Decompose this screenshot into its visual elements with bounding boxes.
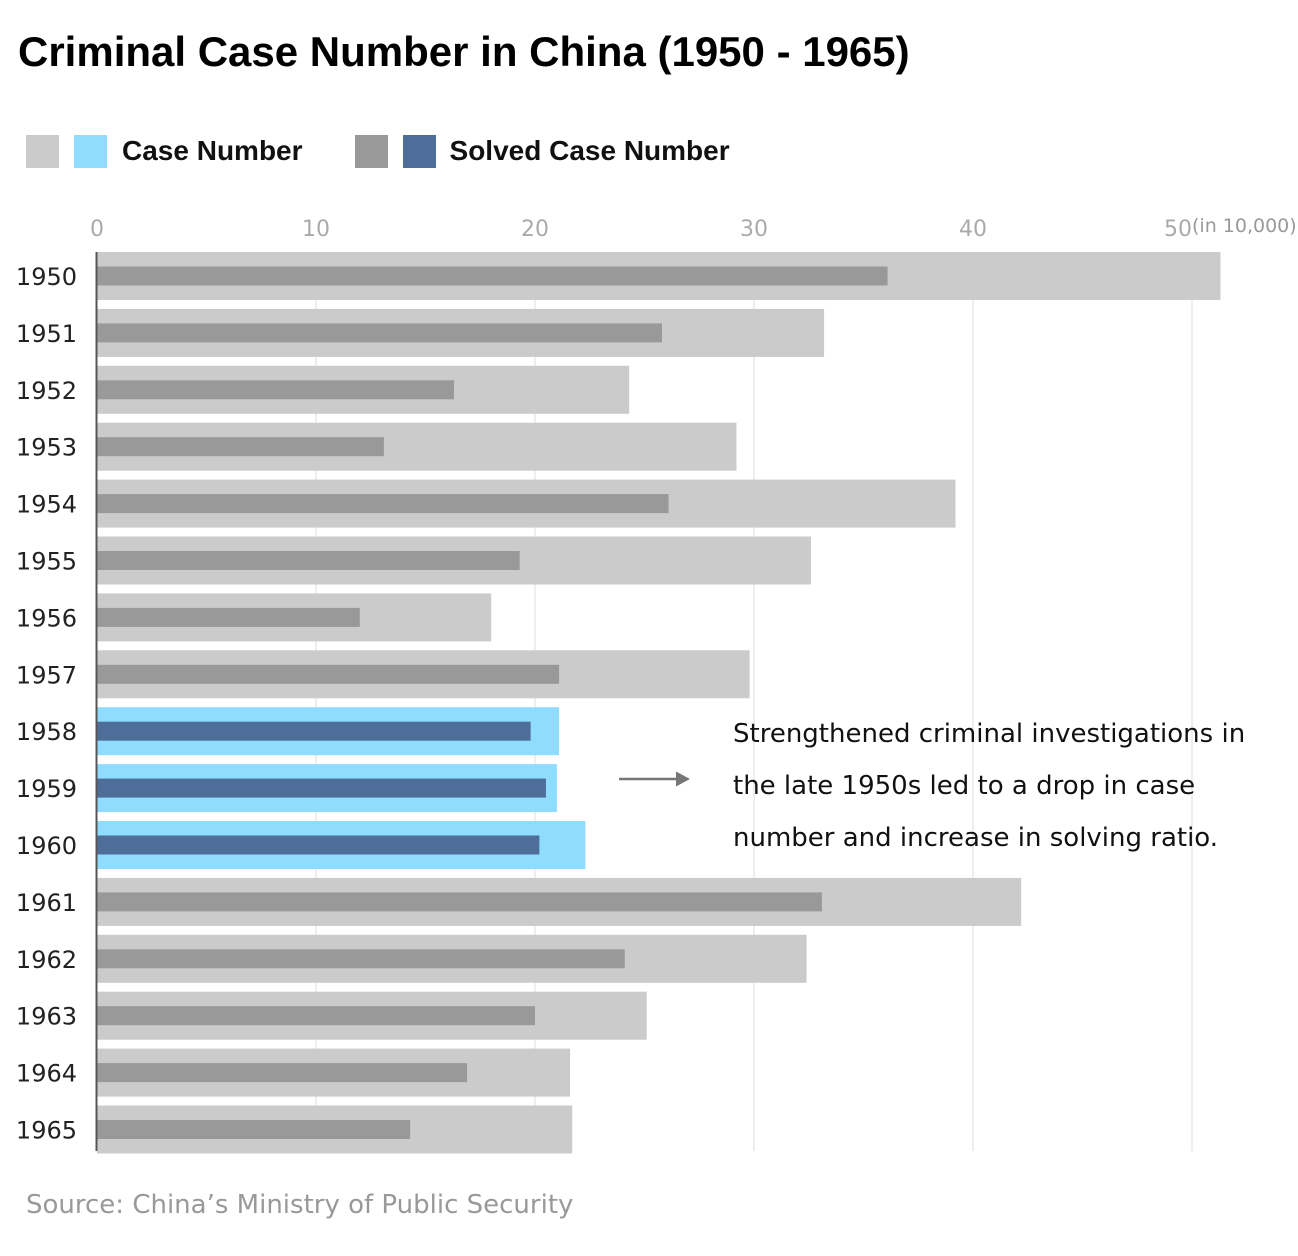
solved-bar-1959	[97, 778, 546, 798]
solved-bar-1952	[97, 380, 454, 400]
y-category-label-1958: 1958	[16, 718, 77, 746]
x-tick-label-0: 0	[90, 217, 104, 242]
legend-solved-swatch-normal	[354, 134, 388, 168]
y-category-label-1963: 1963	[16, 1003, 77, 1031]
solved-bar-1956	[97, 607, 360, 627]
y-category-label-1965: 1965	[16, 1117, 77, 1145]
solved-bar-1958	[97, 721, 531, 741]
chart-title: Criminal Case Number in China (1950 - 19…	[18, 28, 910, 75]
y-category-label-1956: 1956	[16, 604, 77, 632]
annotation-line-3: number and increase in solving ratio.	[733, 823, 1219, 853]
solved-bar-1962	[97, 949, 625, 969]
x-tick-label-50: 50	[1164, 217, 1192, 242]
solved-bar-1951	[97, 323, 663, 343]
solved-bar-1964	[97, 1063, 468, 1083]
axis-unit-label: (in 10,000)	[1192, 215, 1297, 237]
y-category-label-1953: 1953	[16, 434, 77, 462]
y-category-label-1950: 1950	[16, 263, 77, 291]
legend: Case Number Solved Case Number	[26, 134, 730, 168]
y-category-label-1959: 1959	[16, 775, 77, 803]
y-category-label-1962: 1962	[16, 946, 77, 974]
solved-bar-1950	[97, 266, 888, 286]
legend-solved-swatch-highlight	[402, 134, 436, 168]
annotation-arrow	[619, 771, 690, 787]
legend-case-swatch-highlight	[74, 134, 107, 168]
y-category-label-1961: 1961	[16, 889, 77, 917]
source-note: Source: China’s Ministry of Public Secur…	[26, 1190, 574, 1220]
y-category-label-1954: 1954	[16, 491, 77, 519]
annotation-text: Strengthened criminal investigations in …	[733, 708, 1273, 864]
solved-bar-1953	[97, 437, 384, 457]
x-tick-label-20: 20	[521, 217, 549, 242]
solved-bar-1954	[97, 494, 669, 514]
y-category-label-1964: 1964	[16, 1060, 77, 1088]
annotation-line-1: Strengthened criminal investigations in	[733, 719, 1246, 749]
y-category-label-1952: 1952	[16, 377, 77, 405]
y-category-label-1960: 1960	[16, 832, 77, 860]
x-tick-label-30: 30	[740, 217, 768, 242]
x-tick-label-10: 10	[302, 217, 330, 242]
solved-bar-1961	[97, 892, 822, 912]
y-category-label-1955: 1955	[16, 548, 77, 576]
solved-bar-1960	[97, 835, 540, 855]
bars	[97, 252, 1221, 1154]
legend-case-label: Case Number	[122, 135, 303, 166]
solved-bar-1955	[97, 551, 520, 570]
solved-bar-1965	[97, 1120, 411, 1139]
legend-solved-label: Solved Case Number	[449, 135, 730, 166]
x-tick-label-40: 40	[959, 217, 987, 242]
axis-labels: 0 10 20 30 40 50 1950 1951 1952 1953 1954 1955 1956 1…	[16, 217, 1192, 1145]
y-category-label-1951: 1951	[16, 320, 77, 348]
solved-bar-1963	[97, 1006, 535, 1026]
y-category-label-1957: 1957	[16, 661, 77, 689]
annotation-line-2: the late 1950s led to a drop in case	[733, 771, 1196, 801]
legend-case-swatch-normal	[26, 134, 59, 168]
solved-bar-1957	[97, 664, 560, 684]
